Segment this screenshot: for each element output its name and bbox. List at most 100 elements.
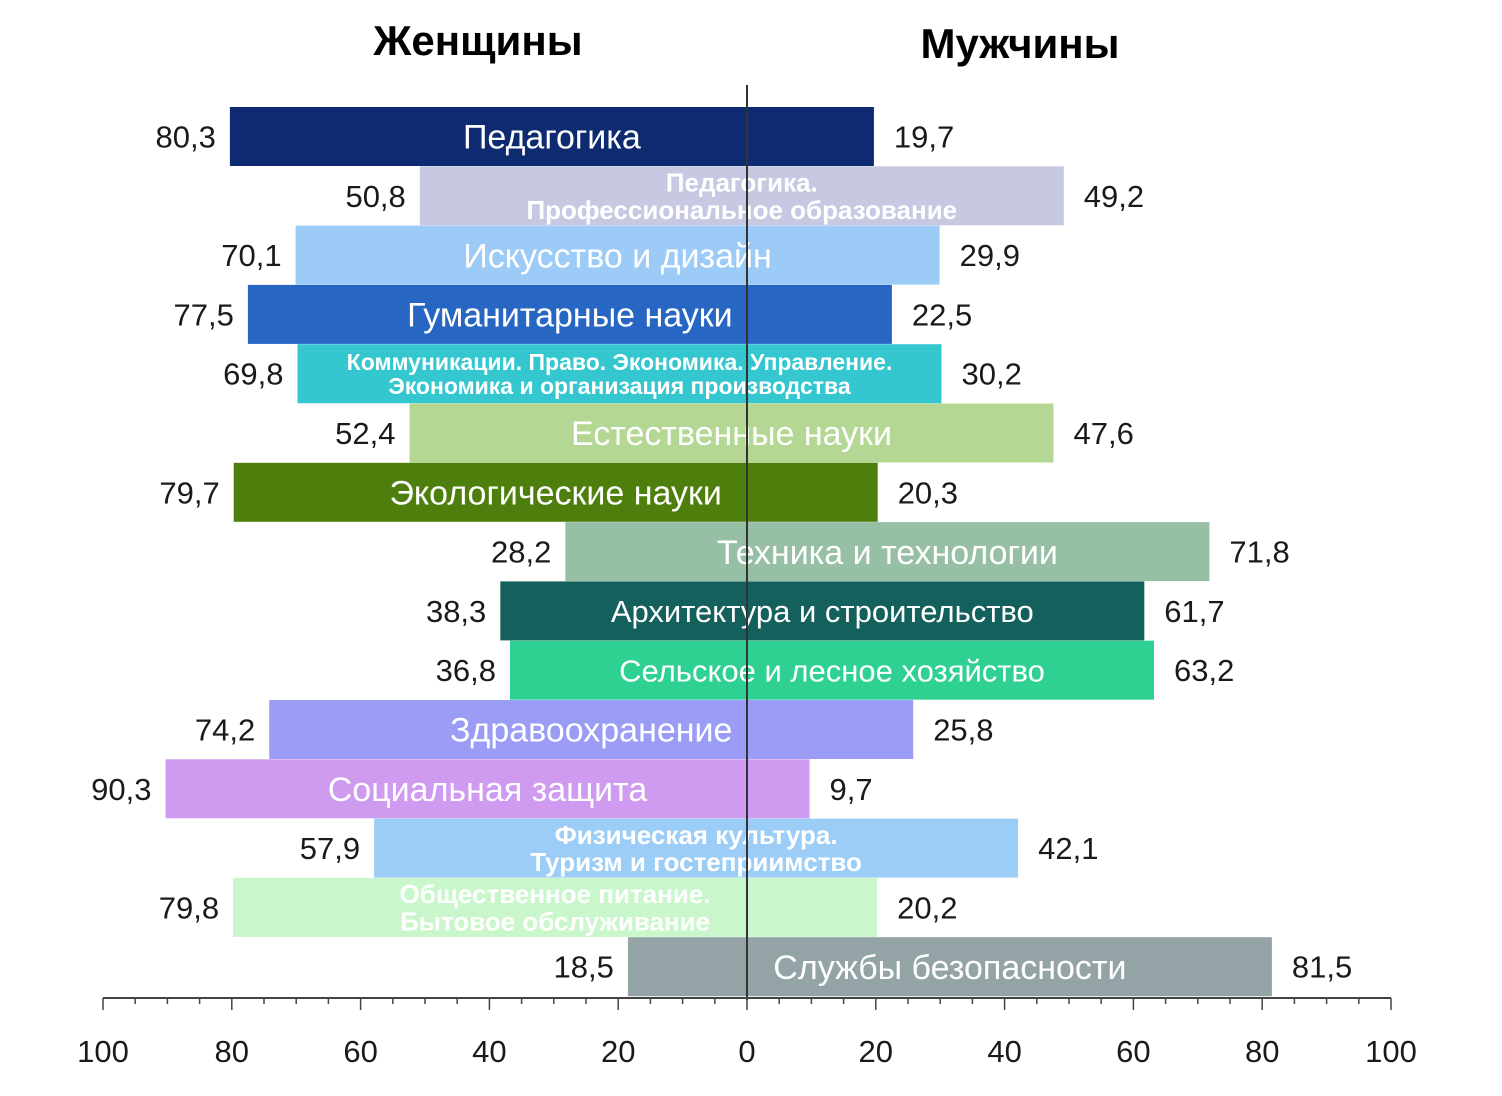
bar-row: 69,8 30,2 Коммуникации. Право. Экономика. … (223, 344, 1022, 404)
category-label: Коммуникации. Право. Экономика. Управлен… (347, 349, 893, 375)
bar-row: 80,3 19,7 Педагогика (156, 107, 954, 166)
men-bar (747, 522, 1210, 582)
category-label: Профессиональное образование (526, 195, 957, 225)
women-value-label: 90,3 (91, 772, 151, 807)
category-label: Экологические науки (389, 475, 721, 513)
category-label: Естественные науки (571, 415, 892, 453)
women-header: Женщины (372, 17, 582, 64)
bar-row: 74,2 25,8 Здравоохранение (195, 700, 994, 759)
category-label: Техника и технологии (717, 534, 1058, 572)
women-bar (419, 166, 747, 226)
bar-row: 52,4 47,6 Естественные науки (335, 403, 1134, 463)
women-bar (374, 818, 747, 878)
bar-row: 79,7 20,3 Экологические науки (159, 462, 958, 522)
men-value-label: 20,3 (898, 475, 958, 510)
men-value-label: 19,7 (894, 120, 954, 155)
category-label: Педагогика (463, 119, 641, 157)
men-bar (747, 759, 810, 819)
category-label: Туризм и гостеприимство (530, 847, 862, 877)
men-bar (747, 700, 914, 759)
women-value-label: 28,2 (491, 535, 551, 570)
tick-label: 80 (1245, 1034, 1279, 1069)
women-bar (269, 700, 747, 759)
women-bar (627, 937, 747, 997)
tick-label: 20 (601, 1034, 635, 1069)
bars-group: 80,3 19,7 Педагогика 50,8 49,2 Педагогика.Про… (91, 85, 1352, 1000)
bar-row: 77,5 22,5 Гуманитарные науки (174, 284, 972, 344)
category-label: Архитектура и строительство (611, 594, 1034, 629)
men-bar (747, 225, 940, 285)
category-label: Гуманитарные науки (407, 297, 733, 335)
men-header: Мужчины (920, 20, 1119, 67)
tick-label: 60 (343, 1034, 377, 1069)
category-label: Искусство и дизайн (463, 237, 771, 275)
men-value-label: 61,7 (1164, 594, 1224, 629)
women-value-label: 70,1 (221, 238, 281, 273)
women-value-label: 77,5 (174, 297, 234, 332)
women-bar (229, 107, 747, 166)
category-label: Экономика и организация производства (388, 373, 850, 399)
women-value-label: 18,5 (554, 950, 614, 985)
men-value-label: 20,2 (897, 890, 957, 925)
men-bar (747, 640, 1154, 700)
bar-row: 36,8 63,2 Сельское и лесное хозяйство (436, 640, 1234, 700)
men-bar (747, 403, 1054, 463)
bar-row: 50,8 49,2 Педагогика.Профессиональное обра… (345, 166, 1144, 226)
men-value-label: 47,6 (1074, 416, 1134, 451)
bar-row: 57,9 42,1 Физическая культура.Туризм и гос… (300, 818, 1098, 878)
men-bar (747, 581, 1145, 641)
women-value-label: 80,3 (156, 120, 216, 155)
men-value-label: 29,9 (960, 238, 1020, 273)
men-bar (747, 462, 878, 522)
men-bar (747, 818, 1019, 878)
bar-row: 90,3 9,7 Социальная защита (91, 759, 873, 819)
men-value-label: 49,2 (1084, 179, 1144, 214)
women-value-label: 79,8 (159, 890, 219, 925)
category-label: Сельское и лесное хозяйство (619, 653, 1045, 688)
tick-label: 40 (472, 1034, 506, 1069)
women-bar (409, 403, 747, 463)
women-bar (295, 225, 747, 285)
men-value-label: 9,7 (830, 772, 873, 807)
women-bar (565, 522, 747, 582)
women-bar (247, 284, 747, 344)
tick-label: 100 (1365, 1034, 1417, 1069)
men-bar (747, 877, 878, 937)
women-bar (510, 640, 747, 700)
women-bar (297, 344, 747, 404)
women-value-label: 36,8 (436, 653, 496, 688)
tick-label: 40 (987, 1034, 1021, 1069)
bar-row: 18,5 81,5 Службы безопасности (554, 937, 1352, 997)
tick-label: 60 (1116, 1034, 1150, 1069)
tick-label: 0 (738, 1034, 755, 1069)
men-value-label: 22,5 (912, 297, 972, 332)
men-value-label: 71,8 (1229, 535, 1289, 570)
women-value-label: 50,8 (345, 179, 405, 214)
women-value-label: 38,3 (426, 594, 486, 629)
category-label: Педагогика. (666, 168, 818, 198)
bar-row: 28,2 71,8 Техника и технологии (491, 522, 1290, 582)
men-bar (747, 107, 874, 166)
category-label: Бытовое обслуживание (400, 906, 710, 936)
bar-row: 79,8 20,2 Общественное питание.Бытовое обс… (159, 877, 957, 937)
men-bar (747, 937, 1272, 997)
men-value-label: 42,1 (1038, 831, 1098, 866)
category-label: Физическая культура. (555, 820, 838, 850)
tick-label: 100 (77, 1034, 129, 1069)
men-bar (747, 344, 942, 404)
men-value-label: 25,8 (933, 713, 993, 748)
tick-label: 80 (215, 1034, 249, 1069)
men-value-label: 63,2 (1174, 653, 1234, 688)
bar-row: 70,1 29,9 Искусство и дизайн (221, 225, 1020, 285)
women-bar (165, 759, 747, 819)
men-bar (747, 166, 1064, 226)
women-value-label: 57,9 (300, 831, 360, 866)
women-value-label: 69,8 (223, 357, 283, 392)
tick-label: 20 (859, 1034, 893, 1069)
category-label: Здравоохранение (450, 712, 733, 750)
women-value-label: 74,2 (195, 713, 255, 748)
men-value-label: 30,2 (962, 357, 1022, 392)
women-value-label: 79,7 (159, 475, 219, 510)
women-bar (233, 462, 747, 522)
